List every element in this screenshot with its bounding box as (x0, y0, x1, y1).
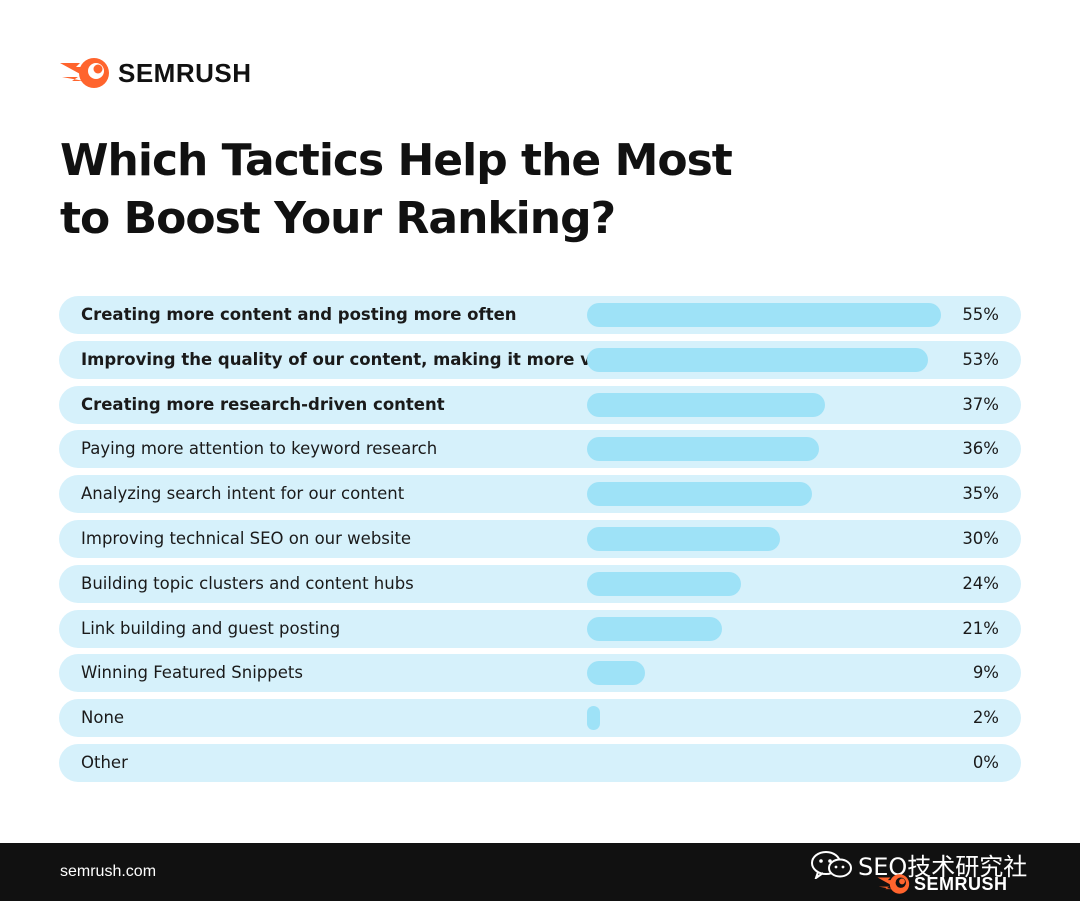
watermark: SEO技术研究社 SEMRUSH (810, 847, 1060, 899)
bar-chart: Creating more content and posting more o… (59, 296, 1021, 789)
chart-row: Other 0% (59, 743, 1021, 782)
bar (587, 392, 826, 417)
semrush-fireball-icon (60, 58, 109, 88)
value-label: 37% (962, 394, 999, 414)
chart-row: Creating more research-driven content 37% (59, 385, 1021, 424)
watermark-text: SEO技术研究社 (858, 853, 1028, 881)
chart-row: Creating more content and posting more o… (59, 296, 1021, 334)
category-label: Creating more content and posting more o… (81, 305, 517, 324)
value-label: 21% (962, 618, 999, 638)
chart-row: None 2% (59, 699, 1021, 738)
chart-title-line-2: to Boost Your Ranking? (60, 193, 616, 244)
wechat-icon (811, 850, 852, 879)
category-label: Creating more research-driven content (81, 394, 445, 414)
category-label: Link building and guest posting (81, 618, 341, 638)
bar (587, 571, 742, 596)
bar (587, 347, 929, 372)
bar (587, 616, 723, 641)
value-label: 53% (962, 349, 999, 369)
value-label: 36% (962, 439, 999, 459)
footer: semrush.com SEO技术研究社 SEMRUSH (0, 843, 1080, 901)
footer-url: semrush.com (60, 863, 157, 880)
bar (587, 482, 813, 507)
category-label: Other (81, 752, 128, 772)
value-label: 55% (962, 305, 999, 324)
bar (587, 661, 645, 686)
chart-row: Link building and guest posting 21% (59, 609, 1021, 648)
value-label: 35% (962, 484, 999, 504)
category-label: None (81, 708, 125, 728)
chart-row: Building topic clusters and content hubs… (59, 564, 1021, 603)
brand-name: SEMRUSH (118, 57, 252, 88)
bar (587, 437, 819, 462)
category-label: Improving the quality of our content, ma… (81, 349, 660, 369)
chart-title: Which Tactics Help the Most to Boost You… (60, 132, 820, 248)
value-label: 24% (962, 573, 999, 593)
bar (587, 526, 781, 551)
chart-row: Paying more attention to keyword researc… (59, 430, 1021, 469)
category-label: Paying more attention to keyword researc… (81, 439, 438, 459)
watermark-brand: SEMRUSH (914, 873, 1008, 894)
bar (587, 706, 600, 731)
value-label: 2% (972, 708, 999, 728)
chart-row: Winning Featured Snippets 9% (59, 654, 1021, 693)
semrush-logo: SEMRUSH (58, 56, 252, 90)
chart-title-line-1: Which Tactics Help the Most (60, 135, 733, 186)
chart-row: Improving technical SEO on our website 30… (59, 519, 1021, 558)
chart-row: Analyzing search intent for our content 3… (59, 475, 1021, 514)
category-label: Building topic clusters and content hubs (81, 573, 414, 593)
bar (587, 303, 941, 327)
category-label: Winning Featured Snippets (81, 663, 303, 683)
value-label: 0% (972, 752, 999, 772)
category-label: Analyzing search intent for our content (81, 484, 405, 504)
category-label: Improving technical SEO on our website (81, 528, 412, 548)
value-label: 30% (962, 528, 999, 548)
semrush-fireball-icon (877, 874, 910, 894)
chart-row: Improving the quality of our content, ma… (59, 340, 1021, 379)
value-label: 9% (972, 663, 999, 683)
